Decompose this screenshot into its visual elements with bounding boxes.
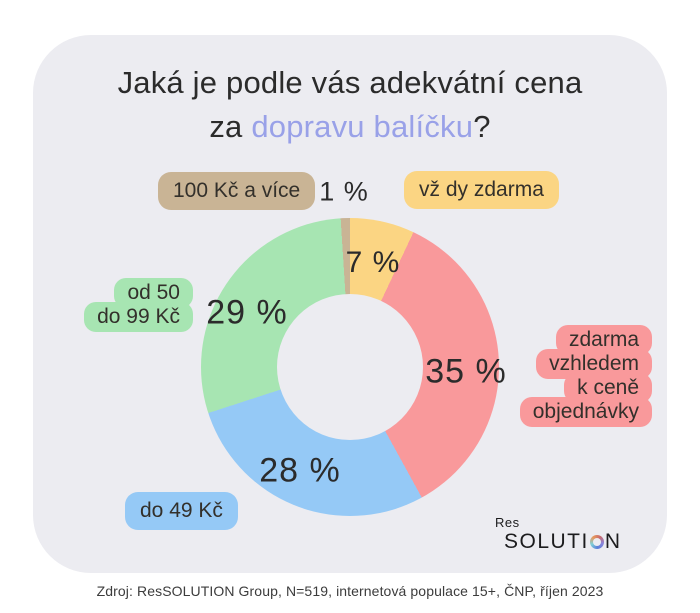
legend-badge-od-50-do-99kc: od 50 do 99 Kč [73, 278, 193, 332]
slice-value-vzdy-zdarma: 7 % [345, 246, 401, 279]
logo-solution-text: SOLUTI N [504, 530, 622, 553]
source-note: Zdroj: ResSOLUTION Group, N=519, interne… [96, 583, 604, 599]
infographic-card: Jaká je podle vás adekvátní cena za dopr… [33, 35, 667, 573]
chart-title: Jaká je podle vás adekvátní cena za dopr… [33, 61, 667, 149]
badge-line: do 99 Kč [84, 302, 193, 332]
legend-badge-100kc-a-vice: 100 Kč a více [158, 172, 316, 210]
title-line2-prefix: za [209, 109, 252, 144]
title-line1: Jaká je podle vás adekvátní cena [117, 65, 583, 100]
title-question-mark: ? [473, 109, 491, 144]
badge-line: objednávky [519, 397, 652, 427]
donut-chart [201, 218, 499, 516]
slice-value-zdarma-vzhledem: 35 % [425, 352, 507, 391]
ressolution-logo: Res SOLUTI N [495, 515, 622, 554]
slice-value-100kc-a-vice: 1 % [319, 176, 369, 207]
legend-badge-do-49kc: do 49 Kč [125, 492, 238, 530]
slice-value-od-50-do-99kc: 29 % [206, 293, 288, 332]
legend-badge-zdarma-vzhledem: zdarma vzhledem k ceně objednávky [519, 325, 652, 427]
logo-ring-icon [589, 535, 604, 549]
slice-value-do-49kc: 28 % [259, 451, 341, 490]
legend-badge-vzdy-zdarma: vž dy zdarma [404, 171, 559, 209]
logo-res-text: Res [495, 515, 520, 530]
title-accent: dopravu balíčku [251, 109, 474, 144]
